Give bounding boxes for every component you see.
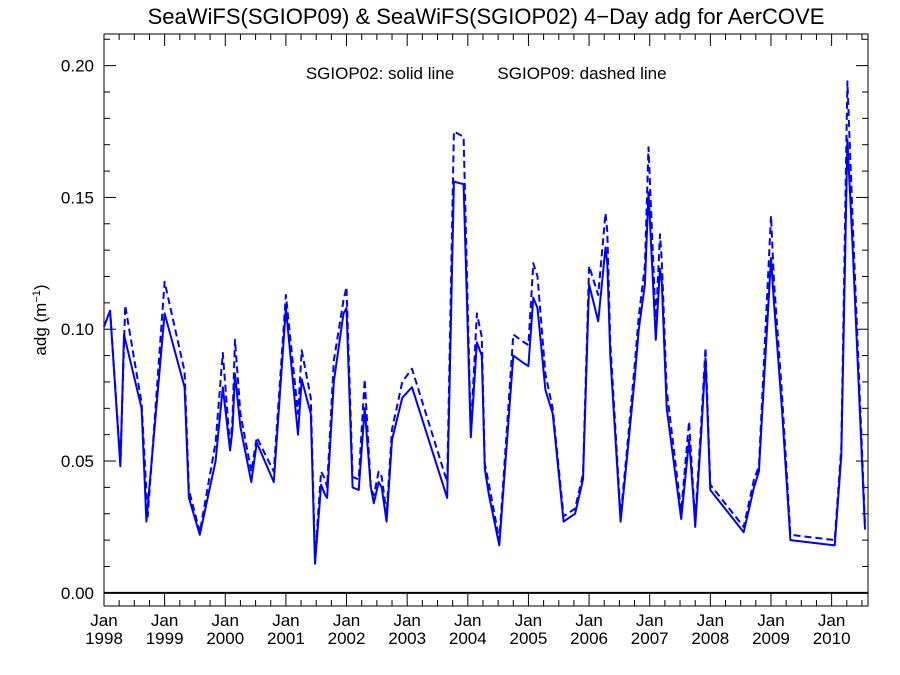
- x-tick-year-label: 2006: [570, 629, 608, 648]
- x-tick-month-label: Jan: [393, 611, 420, 630]
- x-tick-year-label: 1998: [85, 629, 123, 648]
- series-line-sgiop02: [103, 138, 866, 565]
- x-tick-month-label: Jan: [575, 611, 602, 630]
- chart-title: SeaWiFS(SGIOP09) & SeaWiFS(SGIOP02) 4−Da…: [148, 4, 825, 29]
- x-tick-month-label: Jan: [454, 611, 481, 630]
- x-tick-year-label: 2004: [449, 629, 487, 648]
- legend-dashed-note: SGIOP09: dashed line: [497, 64, 666, 83]
- x-tick-year-label: 2003: [388, 629, 426, 648]
- x-tick-month-label: Jan: [333, 611, 360, 630]
- x-tick-month-label: Jan: [757, 611, 784, 630]
- x-tick-month-label: Jan: [151, 611, 178, 630]
- x-tick-year-label: 2009: [752, 629, 790, 648]
- x-tick-month-label: Jan: [636, 611, 663, 630]
- plot-area: [103, 33, 869, 607]
- x-tick-year-label: 2005: [510, 629, 548, 648]
- x-tick-month-label: Jan: [212, 611, 239, 630]
- legend-solid-note: SGIOP02: solid line: [306, 64, 454, 83]
- series-line-sgiop09: [103, 80, 866, 560]
- plot-frame: [103, 33, 869, 607]
- x-tick-month-label: Jan: [818, 611, 845, 630]
- y-tick-label: 0.05: [61, 452, 94, 471]
- y-tick-label: 0.20: [61, 57, 94, 76]
- x-tick-year-label: 2008: [691, 629, 729, 648]
- y-axis-label: adg (m−1): [31, 284, 50, 355]
- y-tick-label: 0.15: [61, 188, 94, 207]
- y-tick-label: 0.00: [61, 584, 94, 603]
- x-tick-year-label: 2010: [813, 629, 851, 648]
- x-tick-year-label: 2000: [206, 629, 244, 648]
- x-tick-month-label: Jan: [515, 611, 542, 630]
- x-tick-year-label: 2002: [328, 629, 366, 648]
- x-tick-year-label: 2007: [631, 629, 669, 648]
- x-tick-month-label: Jan: [272, 611, 299, 630]
- x-tick-year-label: 1999: [146, 629, 184, 648]
- y-tick-label: 0.10: [61, 320, 94, 339]
- x-tick-month-label: Jan: [90, 611, 117, 630]
- x-tick-month-label: Jan: [697, 611, 724, 630]
- x-tick-year-label: 2001: [267, 629, 305, 648]
